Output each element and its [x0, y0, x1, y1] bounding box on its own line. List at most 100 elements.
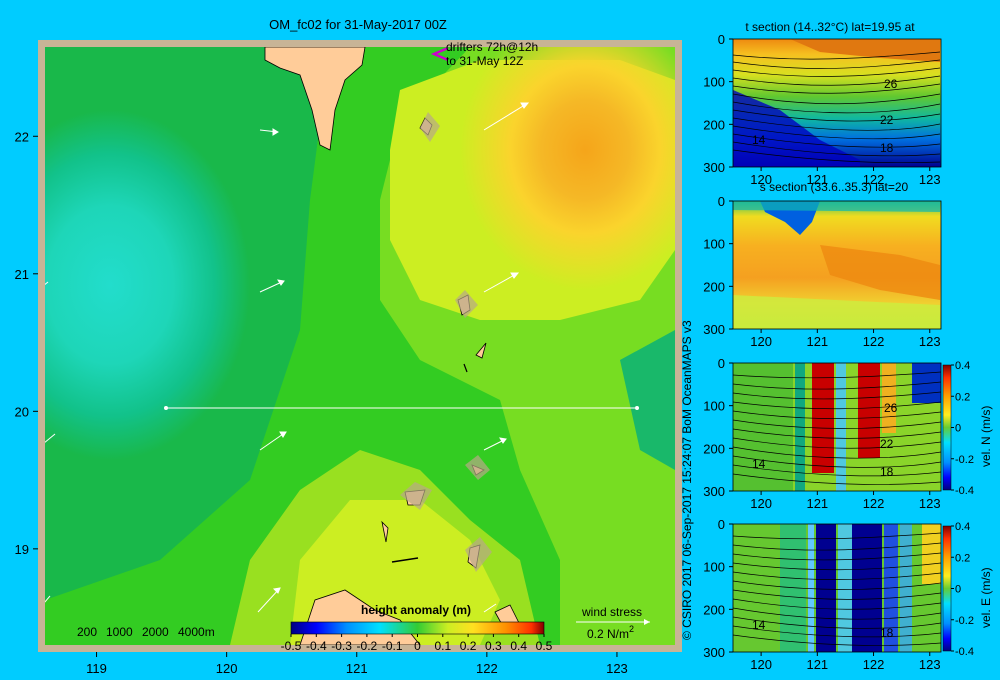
- section-y-tick-label: 200: [703, 279, 725, 294]
- map-y-tick-label: 19: [15, 542, 29, 557]
- section-y-tick-label: 100: [703, 75, 725, 90]
- vel-e-section-panel: 18 14 vel. E (m/s): [732, 523, 993, 653]
- vel-n-isotherms: [733, 371, 941, 485]
- vel-n-contour-label-14: 14: [752, 457, 766, 471]
- vel-n-contour-label-22: 22: [880, 437, 894, 451]
- temperature-cold-west: [733, 90, 860, 167]
- section-y-tick-label: 100: [703, 399, 725, 414]
- colorbar-title: height anomaly (m): [361, 603, 471, 617]
- section-x-tick-label: 122: [863, 657, 885, 672]
- drifters-label-line2: to 31-May 12Z: [446, 54, 523, 68]
- temperature-contour-label-26: 26: [884, 77, 898, 91]
- section-x-tick-label: 122: [863, 172, 885, 187]
- temperature-isotherms: [733, 51, 941, 164]
- colorbar-ticks: -0.5 -0.4 -0.3 -0.2 -0.1 0 0.1 0.2 0.3 0.4 0.5: [281, 634, 553, 653]
- section-x-tick-label: 121: [806, 334, 828, 349]
- depth-legend: 200 1000 2000 4000m: [77, 625, 215, 639]
- colorbar-tick-label: 0.1: [434, 639, 451, 653]
- section-y-tick-label: 100: [703, 237, 725, 252]
- section-x-tick-label: 120: [750, 334, 772, 349]
- section-y-tick-label: 200: [703, 117, 725, 132]
- section-y-tick-label: 0: [718, 517, 725, 532]
- land-islet-3: [475, 342, 487, 359]
- map-x-tick-label: 122: [476, 661, 498, 676]
- vel-e-colorbar-label: vel. E (m/s): [979, 567, 993, 628]
- colorbar-tick-label: -0.3: [331, 639, 352, 653]
- vel-e-band-7: [900, 524, 912, 652]
- section-panel-ticks: 120 121 122 123 0 100 200 300 120 121 122 123 0 100 20…: [703, 32, 974, 672]
- section-y-tick-label: 0: [718, 194, 725, 209]
- section-x-tick-label: 120: [750, 172, 772, 187]
- vel-n-section-panel: 26 22 18 14 vel. N (m/s): [732, 362, 993, 492]
- vel-n-contour-label-26: 26: [884, 401, 898, 415]
- section-x-tick-label: 121: [806, 496, 828, 511]
- section-colorbar-tick-label: -0.2: [955, 615, 974, 627]
- salinity-high-core: [820, 245, 940, 300]
- section-y-tick-label: 0: [718, 32, 725, 47]
- section-x-tick-label: 123: [919, 334, 941, 349]
- wind-stress-scale-head: [644, 619, 650, 625]
- land-islet-9: [391, 557, 419, 563]
- vel-e-contour-label-14: 14: [752, 618, 766, 632]
- salinity-section-panel: s section (33.6..35.3) lat=20: [732, 180, 942, 330]
- temperature-contour-label-18: 18: [880, 141, 894, 155]
- section-colorbar-tick-label: -0.4: [955, 485, 974, 497]
- section-y-tick-label: 300: [703, 160, 725, 175]
- depth-legend-200: 200: [77, 625, 97, 639]
- vel-n-colorbar: [942, 364, 952, 491]
- vel-e-band-4: [838, 524, 852, 652]
- temperature-warm-core: [790, 39, 940, 62]
- section-colorbar-tick-label: -0.4: [955, 646, 974, 658]
- vel-n-band-4: [836, 363, 846, 491]
- vel-e-colorbar: [942, 525, 952, 652]
- colorbar-tick-label: 0.2: [460, 639, 477, 653]
- map-x-ticks: 119 120 121 122 123: [86, 652, 628, 676]
- chart-title: OM_fc02 for 31-May-2017 00Z: [269, 17, 447, 32]
- section-colorbar-tick-label: 0.2: [955, 391, 970, 403]
- vel-e-band-5: [852, 524, 882, 652]
- map-y-tick-label: 21: [15, 267, 29, 282]
- section-colorbar-tick-label: 0.4: [955, 521, 970, 533]
- section-colorbar-tick-label: 0.4: [955, 360, 970, 372]
- map-x-tick-label: 120: [216, 661, 238, 676]
- section-colorbar-tick-label: 0.2: [955, 552, 970, 564]
- land-islet-7: [381, 520, 389, 543]
- section-x-tick-label: 123: [919, 172, 941, 187]
- map-y-tick-label: 22: [15, 129, 29, 144]
- temperature-contour-label-14: 14: [752, 133, 766, 147]
- section-x-tick-label: 123: [919, 657, 941, 672]
- drifter-marker: [430, 46, 449, 62]
- depth-legend-4000: 4000m: [178, 625, 215, 639]
- ssh-high-center: [460, 47, 675, 290]
- salinity-section-title: s section (33.6..35.3) lat=20: [760, 180, 909, 194]
- section-y-tick-label: 300: [703, 322, 725, 337]
- section-y-tick-label: 0: [718, 356, 725, 371]
- temperature-section-title: t section (14..32°C) lat=19.95 at: [745, 20, 915, 34]
- ssh-low-center: [45, 110, 250, 460]
- section-x-tick-label: 122: [863, 496, 885, 511]
- section-x-tick-label: 121: [806, 172, 828, 187]
- section-y-tick-label: 200: [703, 602, 725, 617]
- vel-n-band-6: [882, 363, 896, 433]
- section-y-tick-label: 200: [703, 441, 725, 456]
- vel-e-contour-label-18: 18: [880, 626, 894, 640]
- colorbar-tick-label: -0.4: [306, 639, 327, 653]
- section-x-tick-label: 121: [806, 657, 828, 672]
- section-end-marker: [635, 406, 639, 410]
- drifters-label-line1: drifters 72h@12h: [446, 40, 538, 54]
- land-taiwan: [264, 47, 366, 151]
- section-x-tick-label: 120: [750, 496, 772, 511]
- section-y-tick-label: 300: [703, 645, 725, 660]
- map-y-tick-label: 20: [15, 404, 29, 419]
- colorbar-gradient: [290, 621, 545, 635]
- map-x-tick-label: 123: [606, 661, 628, 676]
- map-x-tick-label: 119: [86, 661, 107, 676]
- section-x-tick-label: 122: [863, 334, 885, 349]
- section-y-tick-label: 300: [703, 484, 725, 499]
- colorbar-tick-label: 0.3: [485, 639, 502, 653]
- colorbar-tick-label: -0.2: [357, 639, 378, 653]
- wind-stress-arrows: [45, 102, 530, 613]
- vel-n-band-5: [858, 363, 880, 458]
- section-x-tick-label: 123: [919, 496, 941, 511]
